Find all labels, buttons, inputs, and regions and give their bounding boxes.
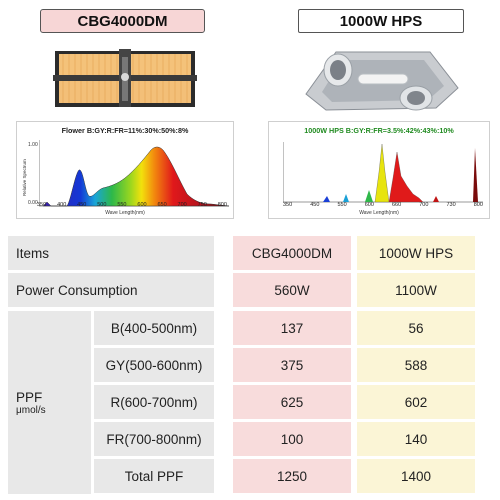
spectrum-ratio-label: Flower B:GY:R:FR=11%:30%:50%:8% (61, 126, 189, 135)
spectrum-x-ticks-hps: 350 450 550 600 660 700 730 800 (283, 202, 483, 208)
spectrum-chart-hps: 1000W HPS B:GY:R:FR=3.5%:42%:43%:10% 350… (268, 121, 490, 219)
ppf-blue-cbg4000dm: 137 (233, 311, 351, 345)
ppf-unit: μmol/s (16, 404, 46, 416)
spectrum-x-axis-label-hps: Wave Length(nm) (359, 210, 399, 216)
product-title-cbg4000dm: CBG4000DM (40, 9, 205, 33)
ppf-row-label-far-red: FR(700-800nm) (94, 422, 214, 456)
power-cbg4000dm: 560W (233, 273, 351, 307)
ppf-red-hps: 602 (357, 385, 475, 419)
spectrum-y-tick-min: 0.00 (28, 200, 38, 206)
spectrum-x-axis-label: Wave Length(nm) (105, 210, 145, 216)
power-consumption-label: Power Consumption (8, 273, 214, 307)
led-panel-image (53, 49, 197, 107)
spectrum-ratio-label-hps: 1000W HPS B:GY:R:FR=3.5%:42%:43%:10% (304, 126, 454, 135)
spectrum-y-axis-label: Relative Spectrum (22, 159, 27, 196)
ppf-red-cbg4000dm: 625 (233, 385, 351, 419)
column-header-hps: 1000W HPS (357, 236, 475, 270)
power-hps: 1100W (357, 273, 475, 307)
items-header: Items (8, 236, 214, 270)
spectrum-x-ticks: 350 400 450 500 550 600 650 700 750 800 (37, 202, 227, 208)
column-header-cbg4000dm: CBG4000DM (233, 236, 351, 270)
ppf-far-red-cbg4000dm: 100 (233, 422, 351, 456)
spectrum-curve-cbg4000dm (39, 140, 229, 207)
spectrum-y-tick-max: 1.00 (28, 142, 38, 148)
ppf-label: PPF (16, 389, 43, 405)
ppf-total-cbg4000dm: 1250 (233, 459, 351, 493)
spectrum-curve-hps (283, 142, 483, 203)
ppf-gy-cbg4000dm: 375 (233, 348, 351, 382)
ppf-total-hps: 1400 (357, 459, 475, 493)
ppf-label-block: PPF μmol/s (8, 311, 91, 494)
ppf-gy-hps: 588 (357, 348, 475, 382)
product-title-hps: 1000W HPS (298, 9, 464, 33)
hps-reflector-image (305, 51, 459, 111)
ppf-row-label-gy: GY(500-600nm) (94, 348, 214, 382)
ppf-row-label-red: R(600-700nm) (94, 385, 214, 419)
ppf-row-label-total: Total PPF (94, 459, 214, 493)
ppf-far-red-hps: 140 (357, 422, 475, 456)
ppf-blue-hps: 56 (357, 311, 475, 345)
ppf-row-label-blue: B(400-500nm) (94, 311, 214, 345)
spectrum-chart-cbg4000dm: Flower B:GY:R:FR=11%:30%:50%:8% Relative… (16, 121, 234, 219)
